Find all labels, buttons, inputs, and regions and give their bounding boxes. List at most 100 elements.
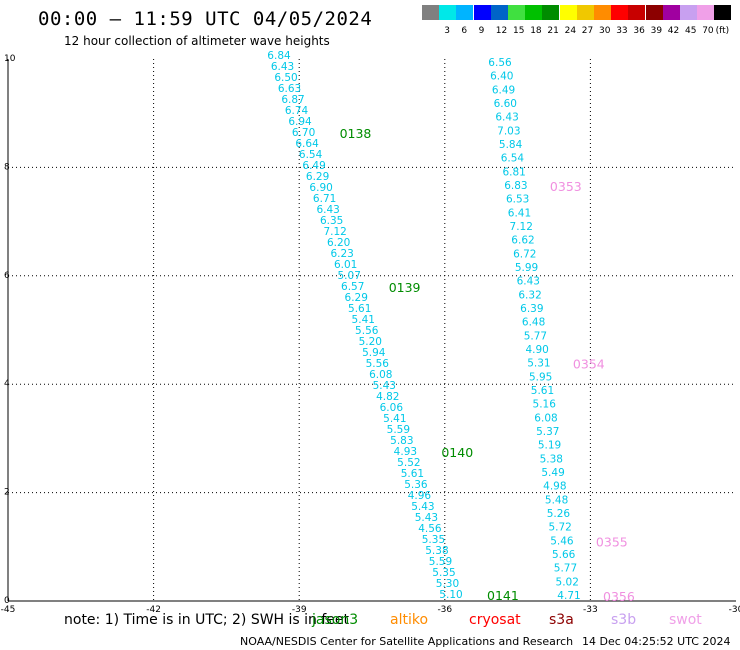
legend-unit: (ft) <box>715 26 730 36</box>
track-a-swh-value: 6.84 <box>267 50 291 62</box>
page-title: 00:00 — 11:59 UTC 04/05/2024 <box>38 8 373 30</box>
track-a-swh-value: 6.35 <box>320 215 343 227</box>
track-a-swh-value: 6.54 <box>299 149 323 161</box>
track-a-swh-value: 5.38 <box>425 545 448 557</box>
track-b-swh-value: 6.60 <box>494 98 517 110</box>
track-a-swh-value: 5.43 <box>373 380 396 392</box>
legend-swatch <box>508 5 525 20</box>
legend-swatch <box>714 5 732 20</box>
legend-swatch <box>662 5 680 20</box>
track-b-swh-value: 5.16 <box>533 399 557 411</box>
track-a-swh-value: 5.61 <box>348 303 371 315</box>
track-a-swh-value: 6.87 <box>281 94 304 106</box>
y-tick-label: 0 <box>4 596 10 606</box>
track-b-swh-value: 5.19 <box>538 440 561 452</box>
track-b-time-label: 0353 <box>550 179 582 194</box>
track-b-swh-value: 6.62 <box>511 235 534 247</box>
track-a-time-label: 0138 <box>340 126 372 141</box>
track-b-swh-value: 5.26 <box>547 508 571 520</box>
track-b-swh-value: 5.84 <box>499 139 523 151</box>
x-tick-label: -45 <box>1 605 16 615</box>
track-b-swh-value: 5.72 <box>548 522 571 534</box>
legend-label: 3 <box>444 26 450 36</box>
y-tick-label: 4 <box>4 379 10 389</box>
legend-label: 6 <box>461 26 468 36</box>
legend-swatch <box>680 5 697 20</box>
track-a-swh-value: 5.35 <box>422 534 445 546</box>
track-a-swh-value: 6.43 <box>316 204 339 216</box>
track-b-swh-value: 5.46 <box>550 535 574 547</box>
legend-label: 18 <box>530 26 542 36</box>
track-b-swh-value: 7.03 <box>497 125 520 137</box>
track-a-swh-value: 6.57 <box>341 281 364 293</box>
track-b-swh-value: 6.41 <box>508 207 531 219</box>
track-a-swh-value: 6.01 <box>334 259 357 271</box>
track-b-swh-value: 5.66 <box>552 549 576 561</box>
track-a-swh-value: 6.74 <box>285 105 309 117</box>
track-a-swh-value: 6.43 <box>271 61 294 73</box>
legend-swatch <box>456 5 474 20</box>
track-a-swh-value: 6.94 <box>288 116 312 128</box>
y-tick-label: 10 <box>4 54 16 64</box>
legend-swatch <box>473 5 491 20</box>
credit-text: NOAA/NESDIS Center for Satellite Applica… <box>240 635 574 648</box>
track-b-swh-value: 5.77 <box>524 330 547 342</box>
track-a-swh-value: 5.30 <box>436 578 459 590</box>
x-tick-label: -39 <box>292 605 307 615</box>
track-a-swh-value: 6.29 <box>306 171 329 183</box>
track-a-time-label: 0140 <box>441 445 473 460</box>
legend-label: 36 <box>633 26 645 36</box>
legend-swatch <box>645 5 663 20</box>
track-b-time-label: 0355 <box>596 534 628 549</box>
track-b-swh-value: 6.39 <box>520 303 543 315</box>
x-tick-label: -33 <box>583 605 598 615</box>
legend-swatch <box>628 5 646 20</box>
satellite-label-swot: swot <box>669 612 702 628</box>
legend-label: 39 <box>650 26 663 36</box>
track-b-swh-value: 6.53 <box>506 194 529 206</box>
legend-swatch <box>576 5 594 20</box>
track-b-swh-value: 4.90 <box>525 344 548 356</box>
track-a-swh-value: 4.93 <box>394 446 417 458</box>
satellite-label-jason3: jason3 <box>312 612 359 628</box>
track-a-swh-value: 5.43 <box>415 512 438 524</box>
track-a-swh-value: 5.07 <box>338 270 361 282</box>
track-a-time-label: 0139 <box>389 280 421 295</box>
legend-swatch <box>422 5 439 20</box>
legend-label: 27 <box>581 26 594 36</box>
track-a-swh-value: 5.43 <box>411 501 434 513</box>
legend-swatch <box>697 5 715 20</box>
legend-swatch <box>594 5 611 20</box>
track-b-swh-value: 5.31 <box>527 358 550 370</box>
track-a-swh-value: 5.94 <box>362 347 386 359</box>
track-a-swh-value: 5.20 <box>359 336 382 348</box>
x-tick-label: -36 <box>437 605 452 615</box>
track-a-swh-value: 6.50 <box>274 72 297 84</box>
track-b-swh-value: 5.95 <box>529 371 552 383</box>
track-b-swh-value: 6.40 <box>490 71 513 83</box>
legend-swatch <box>490 5 508 20</box>
track-b-swh-value: 5.77 <box>554 563 577 575</box>
track-b-swh-value: 5.99 <box>515 262 538 274</box>
track-a-swh-value: 4.56 <box>418 523 442 535</box>
satellite-label-altiko: altiko <box>390 612 429 628</box>
track-b-swh-value: 5.48 <box>545 494 568 506</box>
track-b-swh-value: 6.43 <box>495 112 518 124</box>
track-a-swh-value: 4.96 <box>408 490 432 502</box>
legend-label: 42 <box>667 26 680 36</box>
track-b-swh-value: 5.38 <box>540 453 563 465</box>
track-b-swh-value: 7.12 <box>510 221 533 233</box>
track-a-swh-value: 5.59 <box>387 424 410 436</box>
track-b-swh-value: 6.43 <box>517 276 540 288</box>
track-a-swh-value: 5.61 <box>401 468 424 480</box>
track-b-swh-value: 4.71 <box>557 590 580 602</box>
track-b-swh-value: 6.54 <box>501 153 525 165</box>
footer-note: note: 1) Time is in UTC; 2) SWH is in fe… <box>64 612 350 628</box>
track-b-swh-value: 6.48 <box>522 317 545 329</box>
legend-swatch <box>439 5 457 20</box>
track-a-swh-value: 7.12 <box>323 226 346 238</box>
track-b-swh-value: 6.08 <box>534 412 557 424</box>
track-b-swh-value: 5.49 <box>541 467 564 479</box>
satellite-label-s3a: s3a <box>549 612 574 628</box>
track-b-swh-value: 5.61 <box>531 385 554 397</box>
